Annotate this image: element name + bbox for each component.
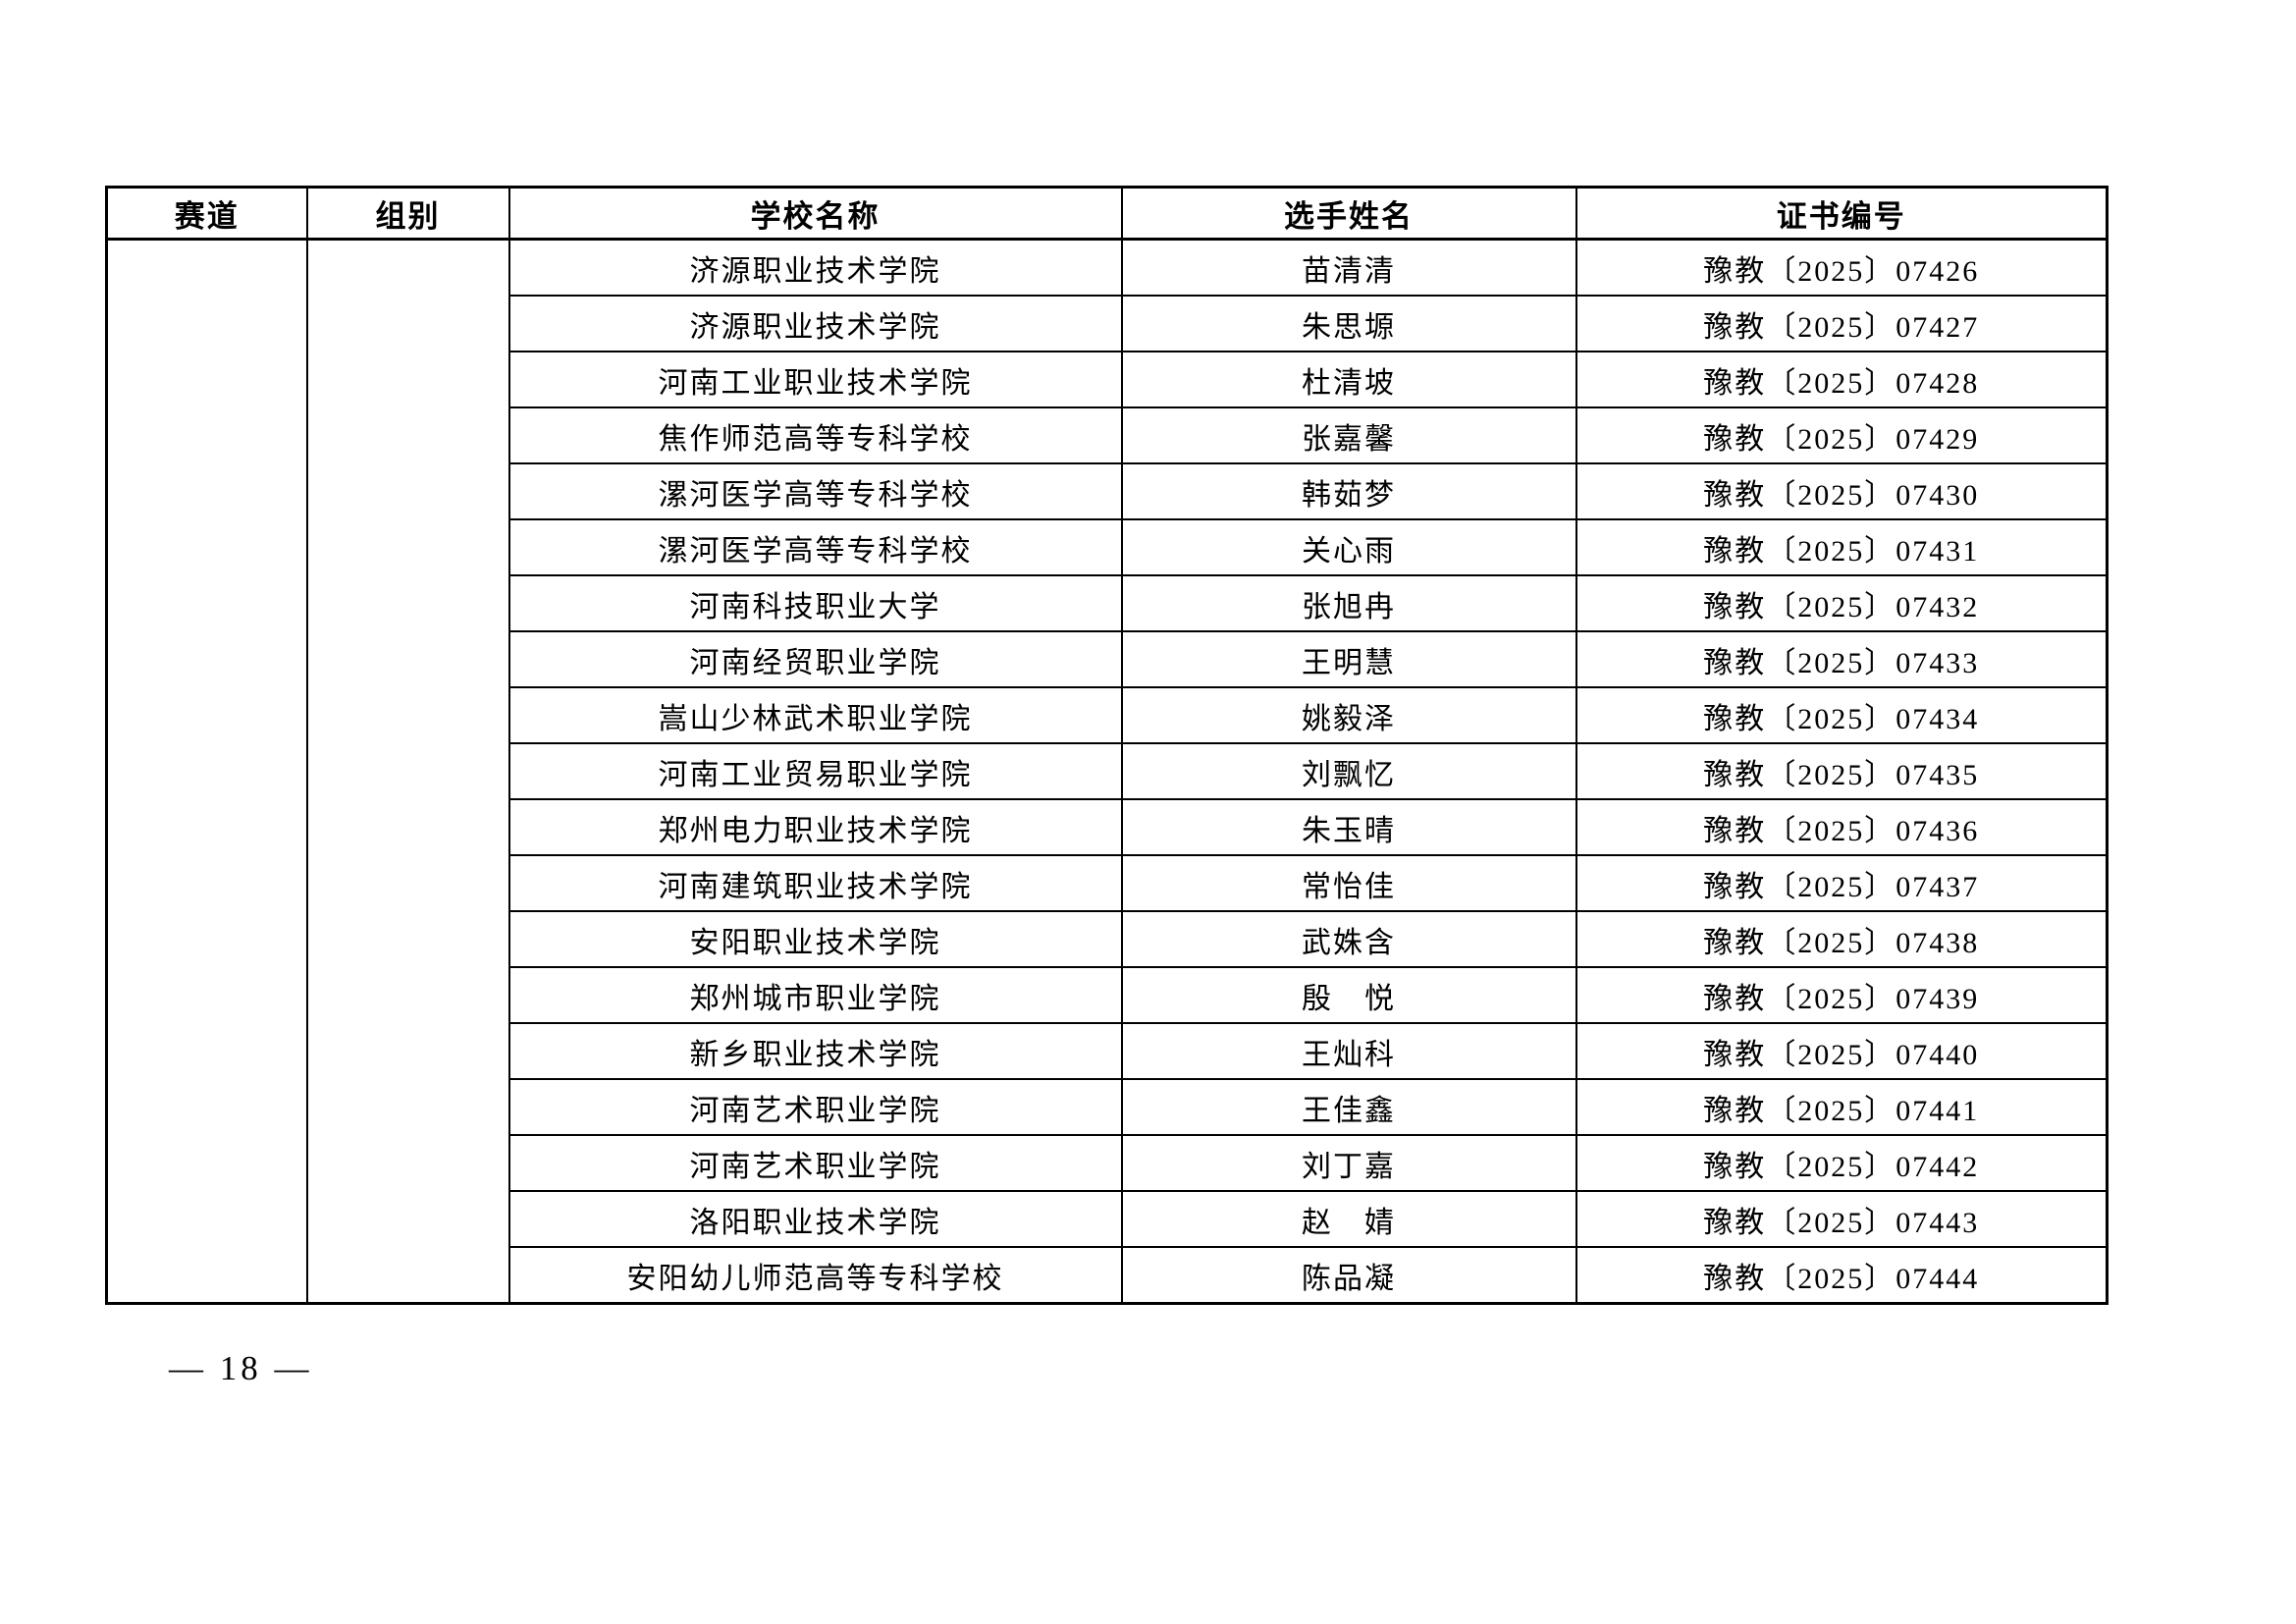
player-cell: 杜清坡 [1120, 351, 1577, 408]
cert-cell: 豫教〔2025〕07438 [1575, 910, 2109, 968]
player-cell: 关心雨 [1120, 518, 1577, 576]
table-row: 安阳职业技术学院 武姝含 豫教〔2025〕07438 [107, 910, 2109, 968]
cert-cell: 豫教〔2025〕07428 [1575, 351, 2109, 408]
school-cell: 新乡职业技术学院 [507, 1022, 1123, 1080]
table-row: 河南艺术职业学院 刘丁嘉 豫教〔2025〕07442 [107, 1134, 2109, 1192]
cert-cell: 豫教〔2025〕07436 [1575, 798, 2109, 856]
player-cell: 殷 悦 [1120, 966, 1577, 1024]
school-cell: 郑州电力职业技术学院 [507, 798, 1123, 856]
table-row: 洛阳职业技术学院 赵 婧 豫教〔2025〕07443 [107, 1190, 2109, 1248]
column-header-player: 选手姓名 [1120, 186, 1577, 241]
table-row: 济源职业技术学院 朱思塬 豫教〔2025〕07427 [107, 295, 2109, 352]
school-cell: 河南工业贸易职业学院 [507, 742, 1123, 800]
cert-cell: 豫教〔2025〕07434 [1575, 686, 2109, 744]
school-cell: 郑州城市职业学院 [507, 966, 1123, 1024]
page-number: — 18 — [169, 1349, 313, 1387]
player-cell: 武姝含 [1120, 910, 1577, 968]
column-header-cert: 证书编号 [1575, 186, 2109, 241]
school-cell: 安阳职业技术学院 [507, 910, 1123, 968]
table-row: 河南科技职业大学 张旭冉 豫教〔2025〕07432 [107, 574, 2109, 632]
cert-cell: 豫教〔2025〕07426 [1575, 238, 2109, 297]
school-cell: 河南建筑职业技术学院 [507, 854, 1123, 912]
player-cell: 张嘉馨 [1120, 406, 1577, 464]
player-cell: 韩茹梦 [1120, 462, 1577, 520]
player-cell: 王灿科 [1120, 1022, 1577, 1080]
cert-cell: 豫教〔2025〕07441 [1575, 1078, 2109, 1136]
school-cell: 河南经贸职业学院 [507, 630, 1123, 688]
table-row: 漯河医学高等专科学校 韩茹梦 豫教〔2025〕07430 [107, 462, 2109, 520]
cert-cell: 豫教〔2025〕07429 [1575, 406, 2109, 464]
cert-cell: 豫教〔2025〕07427 [1575, 295, 2109, 352]
player-cell: 王佳鑫 [1120, 1078, 1577, 1136]
school-cell: 济源职业技术学院 [507, 295, 1123, 352]
table-row: 河南经贸职业学院 王明慧 豫教〔2025〕07433 [107, 630, 2109, 688]
school-cell: 河南科技职业大学 [507, 574, 1123, 632]
cert-cell: 豫教〔2025〕07440 [1575, 1022, 2109, 1080]
results-table: 赛道 组别 学校名称 选手姓名 证书编号 济源职业技术学院 苗清清 豫教〔202… [105, 186, 2109, 1305]
table-row: 焦作师范高等专科学校 张嘉馨 豫教〔2025〕07429 [107, 406, 2109, 464]
cert-cell: 豫教〔2025〕07431 [1575, 518, 2109, 576]
table-row: 河南建筑职业技术学院 常怡佳 豫教〔2025〕07437 [107, 854, 2109, 912]
player-cell: 朱思塬 [1120, 295, 1577, 352]
track-cell [105, 238, 308, 1305]
player-cell: 赵 婧 [1120, 1190, 1577, 1248]
player-cell: 姚毅泽 [1120, 686, 1577, 744]
school-cell: 漯河医学高等专科学校 [507, 462, 1123, 520]
table-row: 济源职业技术学院 苗清清 豫教〔2025〕07426 [105, 238, 2109, 1305]
table-row: 新乡职业技术学院 王灿科 豫教〔2025〕07440 [107, 1022, 2109, 1080]
school-cell: 河南艺术职业学院 [507, 1134, 1123, 1192]
cert-cell: 豫教〔2025〕07432 [1575, 574, 2109, 632]
school-cell: 安阳幼儿师范高等专科学校 [507, 1246, 1123, 1305]
table-row: 漯河医学高等专科学校 关心雨 豫教〔2025〕07431 [107, 518, 2109, 576]
table-row: 河南工业贸易职业学院 刘飘忆 豫教〔2025〕07435 [107, 742, 2109, 800]
school-cell: 济源职业技术学院 [507, 238, 1123, 297]
school-cell: 河南艺术职业学院 [507, 1078, 1123, 1136]
column-header-track: 赛道 [105, 186, 308, 241]
player-cell: 苗清清 [1120, 238, 1577, 297]
player-cell: 王明慧 [1120, 630, 1577, 688]
group-cell [305, 238, 510, 1305]
cert-cell: 豫教〔2025〕07435 [1575, 742, 2109, 800]
table-row: 嵩山少林武术职业学院 姚毅泽 豫教〔2025〕07434 [107, 686, 2109, 744]
player-cell: 刘飘忆 [1120, 742, 1577, 800]
cert-cell: 豫教〔2025〕07442 [1575, 1134, 2109, 1192]
player-cell: 朱玉晴 [1120, 798, 1577, 856]
player-cell: 常怡佳 [1120, 854, 1577, 912]
column-header-group: 组别 [305, 186, 510, 241]
school-cell: 漯河医学高等专科学校 [507, 518, 1123, 576]
school-cell: 嵩山少林武术职业学院 [507, 686, 1123, 744]
header-row: 赛道 组别 学校名称 选手姓名 证书编号 [105, 186, 2109, 241]
table-row: 河南工业职业技术学院 杜清坡 豫教〔2025〕07428 [107, 351, 2109, 408]
table-row: 安阳幼儿师范高等专科学校 陈品凝 豫教〔2025〕07444 [107, 1246, 2109, 1305]
cert-cell: 豫教〔2025〕07443 [1575, 1190, 2109, 1248]
table-row: 郑州城市职业学院 殷 悦 豫教〔2025〕07439 [107, 966, 2109, 1024]
cert-cell: 豫教〔2025〕07430 [1575, 462, 2109, 520]
player-cell: 张旭冉 [1120, 574, 1577, 632]
cert-cell: 豫教〔2025〕07433 [1575, 630, 2109, 688]
cert-cell: 豫教〔2025〕07444 [1575, 1246, 2109, 1305]
column-header-school: 学校名称 [507, 186, 1123, 241]
table-row: 郑州电力职业技术学院 朱玉晴 豫教〔2025〕07436 [107, 798, 2109, 856]
school-cell: 河南工业职业技术学院 [507, 351, 1123, 408]
player-cell: 陈品凝 [1120, 1246, 1577, 1305]
school-cell: 洛阳职业技术学院 [507, 1190, 1123, 1248]
cert-cell: 豫教〔2025〕07437 [1575, 854, 2109, 912]
table-row: 河南艺术职业学院 王佳鑫 豫教〔2025〕07441 [107, 1078, 2109, 1136]
player-cell: 刘丁嘉 [1120, 1134, 1577, 1192]
cert-cell: 豫教〔2025〕07439 [1575, 966, 2109, 1024]
school-cell: 焦作师范高等专科学校 [507, 406, 1123, 464]
